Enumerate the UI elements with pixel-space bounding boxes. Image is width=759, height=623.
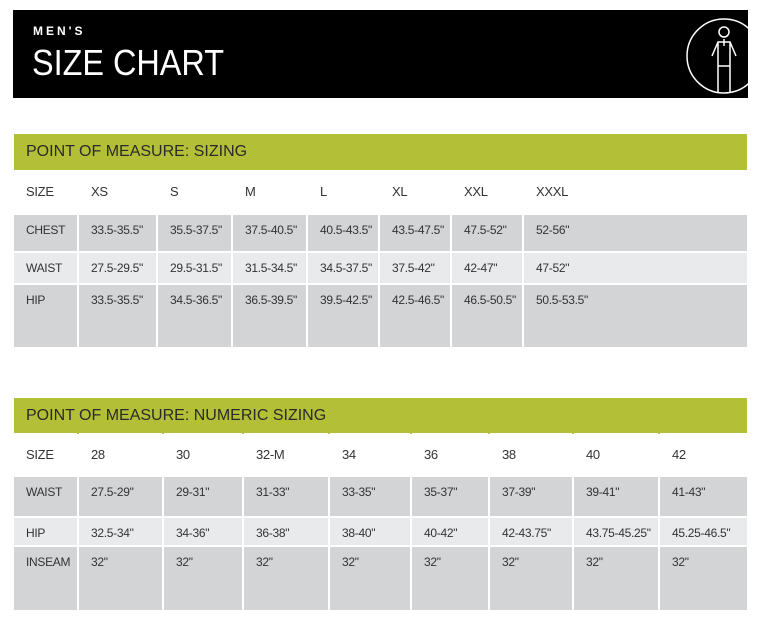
table-cell: 32.5-34" xyxy=(79,518,162,545)
table-cell: 40 xyxy=(574,433,658,475)
table-cell: 43.75-45.25" xyxy=(574,518,658,545)
table-cell: 42 xyxy=(660,433,747,475)
table-cell: 35-37" xyxy=(412,477,488,516)
table-cell: 32" xyxy=(490,547,572,610)
page-title: SIZE CHART xyxy=(32,42,225,83)
table-cell: 32" xyxy=(660,547,747,610)
page-header: MEN'S SIZE CHART xyxy=(13,10,748,98)
table-cell: 42-47" xyxy=(452,253,522,283)
table-cell: 28 xyxy=(79,433,162,475)
row-label: WAIST xyxy=(14,253,77,283)
table-cell: 42.5-46.5" xyxy=(380,285,450,347)
row-label: WAIST xyxy=(14,477,77,516)
table-cell: 32" xyxy=(79,547,162,610)
table-cell: 40-42" xyxy=(412,518,488,545)
numeric-section-title: POINT OF MEASURE: NUMERIC SIZING xyxy=(14,398,747,434)
row-label: HIP xyxy=(14,285,77,347)
table-cell: 46.5-50.5" xyxy=(452,285,522,347)
row-label: CHEST xyxy=(14,215,77,251)
table-cell: 40.5-43.5" xyxy=(308,215,378,251)
table-cell: 34 xyxy=(330,433,410,475)
table-cell: 39-41" xyxy=(574,477,658,516)
row-label: SIZE xyxy=(14,433,77,475)
table-cell: 37.5-42" xyxy=(380,253,450,283)
table-cell: 31.5-34.5" xyxy=(233,253,306,283)
table-cell: 32" xyxy=(244,547,328,610)
table-cell: 47-52" xyxy=(524,253,747,283)
table-cell: 29-31" xyxy=(164,477,242,516)
table-cell: 30 xyxy=(164,433,242,475)
table-cell: 45.25-46.5" xyxy=(660,518,747,545)
row-label: HIP xyxy=(14,518,77,545)
table-cell: 33.5-35.5" xyxy=(79,215,156,251)
table-cell: 43.5-47.5" xyxy=(380,215,450,251)
table-cell: 41-43" xyxy=(660,477,747,516)
table-cell: 33.5-35.5" xyxy=(79,285,156,347)
table-cell: 32" xyxy=(164,547,242,610)
table-cell: 52-56" xyxy=(524,215,747,251)
table-cell: 50.5-53.5" xyxy=(524,285,747,347)
table-cell: XXXL xyxy=(524,170,747,213)
table-cell: 32" xyxy=(574,547,658,610)
table-cell: 36 xyxy=(412,433,488,475)
sizing-section-title: POINT OF MEASURE: SIZING xyxy=(14,134,747,170)
table-cell: 39.5-42.5" xyxy=(308,285,378,347)
table-cell: 47.5-52" xyxy=(452,215,522,251)
table-cell: 36.5-39.5" xyxy=(233,285,306,347)
row-label: INSEAM xyxy=(14,547,77,610)
sizing-table: SIZE XS S M L XL XXL XXXL CHEST 33.5-35.5" 35.5-37… xyxy=(14,170,747,347)
table-cell: 27.5-29.5" xyxy=(79,253,156,283)
table-cell: 34.5-36.5" xyxy=(158,285,231,347)
table-cell: 42-43.75" xyxy=(490,518,572,545)
table-cell: 29.5-31.5" xyxy=(158,253,231,283)
table-cell: L xyxy=(308,170,378,213)
table-cell: XS xyxy=(79,170,156,213)
table-cell: 32" xyxy=(412,547,488,610)
table-cell: 35.5-37.5" xyxy=(158,215,231,251)
table-cell: S xyxy=(158,170,231,213)
table-cell: 38-40" xyxy=(330,518,410,545)
table-cell: 37-39" xyxy=(490,477,572,516)
table-cell: 36-38" xyxy=(244,518,328,545)
numeric-sizing-table: SIZE 28 30 32-M 34 36 38 40 42 WAIST 27.5-29" 29-31… xyxy=(14,433,747,610)
table-cell: 34.5-37.5" xyxy=(308,253,378,283)
table-cell: 33-35" xyxy=(330,477,410,516)
table-cell: 37.5-40.5" xyxy=(233,215,306,251)
row-label: SIZE xyxy=(14,170,77,213)
table-cell: 32" xyxy=(330,547,410,610)
table-cell: XL xyxy=(380,170,450,213)
table-cell: 27.5-29" xyxy=(79,477,162,516)
table-cell: 32-M xyxy=(244,433,328,475)
table-cell: 31-33" xyxy=(244,477,328,516)
table-cell: M xyxy=(233,170,306,213)
table-cell: XXL xyxy=(452,170,522,213)
person-measure-icon xyxy=(686,18,748,94)
table-cell: 34-36" xyxy=(164,518,242,545)
header-subtitle: MEN'S xyxy=(33,24,86,38)
table-cell: 38 xyxy=(490,433,572,475)
